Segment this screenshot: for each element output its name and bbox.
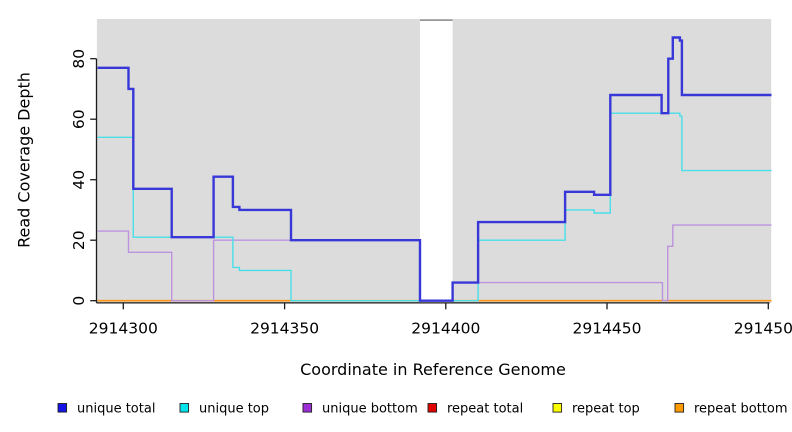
y-tick-marks [90,58,97,302]
legend-label: repeat total [447,402,523,417]
series-lines [97,36,772,302]
legend-label: unique total [77,402,155,417]
y-tick-label: 0 [70,296,88,306]
series-line-unique-bottom [97,230,420,302]
series-line-unique-total [97,36,772,302]
repeat-total-swatch [427,403,438,413]
x-tick-label: 2914400 [411,320,480,338]
series-line-unique-top [452,112,772,302]
legend-item-repeat-total: repeat total [427,402,523,417]
y-tick-labels: 0 20 40 60 80 [70,49,88,306]
y-tick-label: 80 [70,49,88,69]
x-tick-marks [122,302,769,310]
legend-item-unique-total: unique total [57,402,155,417]
x-tick-label: 2914350 [250,320,319,338]
unique-bottom-swatch [302,403,313,413]
series-line-unique-bottom [452,224,772,302]
repeat-top-swatch [552,403,563,413]
legend-label: repeat top [572,402,640,417]
x-axis-title: Coordinate in Reference Genome [300,360,566,379]
legend-label: unique bottom [322,402,418,417]
legend-label: unique top [199,402,269,417]
x-tick-label: 2914300 [89,320,158,338]
missing-data-band-cap [420,19,453,21]
x-tick-label: 2914450 [572,320,641,338]
unique-top-swatch [179,403,190,413]
legend-item-unique-bottom: unique bottom [302,402,418,417]
y-tick-label: 40 [70,170,88,190]
y-tick-label: 20 [70,230,88,250]
legend-label: repeat bottom [694,402,788,417]
y-tick-label: 60 [70,109,88,129]
legend: unique total unique top unique bottom re… [57,402,788,417]
missing-data-band [420,19,453,303]
legend-item-unique-top: unique top [179,402,269,417]
axes: 2914300 2914350 2914400 2914450 291450 0 … [70,49,792,338]
repeat-bottom-swatch [674,403,685,413]
unique-total-swatch [57,403,68,413]
y-axis-title: Read Coverage Depth [15,72,34,248]
legend-item-repeat-bottom: repeat bottom [674,402,788,417]
legend-item-repeat-top: repeat top [552,402,640,417]
